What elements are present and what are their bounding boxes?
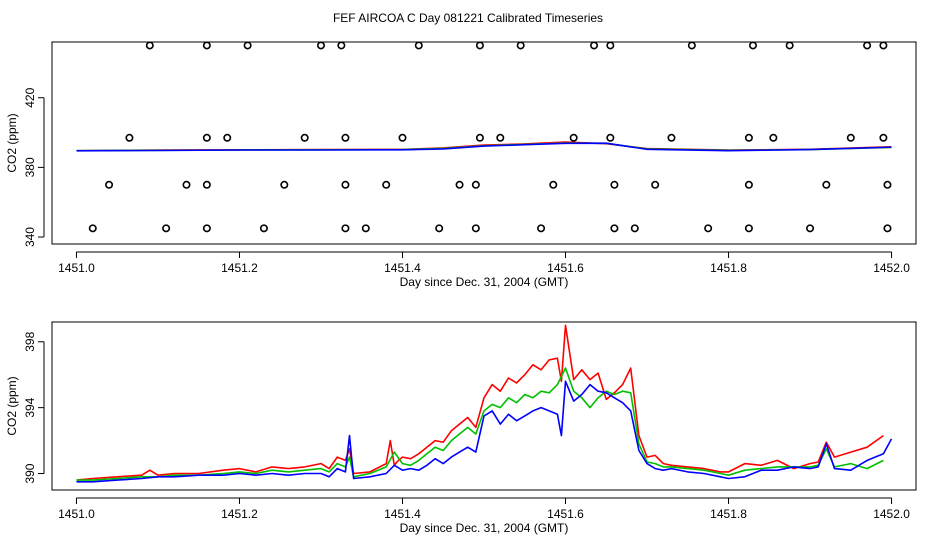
chart-title: FEF AIRCOA C Day 081221 Calibrated Times… <box>333 11 603 25</box>
series-line-blue <box>76 380 893 483</box>
plot-frame <box>51 41 917 245</box>
scatter-point <box>667 133 676 142</box>
scatter-point <box>496 133 505 142</box>
y-tick-label: 394 <box>23 397 37 417</box>
scatter-point <box>202 224 211 233</box>
chart-panel-1: 1451.0 1451.2 1451.4 1451.6 1451.8 1452.0 Day … <box>5 41 917 289</box>
x-tick-label: 1451.2 <box>221 261 258 275</box>
x-tick-label: 1451.8 <box>710 261 747 275</box>
scatter-point <box>744 224 753 233</box>
scatter-point <box>341 180 350 189</box>
scatter-point <box>337 41 346 50</box>
scatter-point <box>455 180 464 189</box>
scatter-point <box>769 133 778 142</box>
scatter-point <box>202 41 211 50</box>
scatter-point <box>361 224 370 233</box>
series-line-red <box>76 324 884 481</box>
scatter-point <box>475 133 484 142</box>
scatter-point <box>785 41 794 50</box>
scatter-point <box>145 41 154 50</box>
scatter-point <box>863 41 872 50</box>
scatter-point <box>610 224 619 233</box>
x-tick-label: 1451.2 <box>221 507 258 521</box>
y-tick-label: 390 <box>23 463 37 483</box>
scatter-point <box>280 180 289 189</box>
scatter-point <box>606 133 615 142</box>
scatter-point <box>537 224 546 233</box>
series-line-green <box>76 367 884 481</box>
scatter-point <box>125 133 134 142</box>
scatter-point <box>382 180 391 189</box>
scatter-point <box>704 224 713 233</box>
scatter-point <box>744 133 753 142</box>
x-tick-label: 1451.0 <box>58 261 95 275</box>
scatter-point <box>435 224 444 233</box>
scatter-point <box>471 180 480 189</box>
plot-frame <box>51 321 917 491</box>
scatter-point <box>569 133 578 142</box>
scatter-point <box>744 180 753 189</box>
x-tick-label: 1451.4 <box>384 261 421 275</box>
scatter-point <box>223 133 232 142</box>
scatter-point <box>398 133 407 142</box>
scatter-point <box>687 41 696 50</box>
scatter-point <box>475 41 484 50</box>
scatter-point <box>259 224 268 233</box>
scatter-point <box>162 224 171 233</box>
scatter-point <box>471 224 480 233</box>
scatter-point <box>414 41 423 50</box>
scatter-point <box>883 180 892 189</box>
scatter-point <box>341 133 350 142</box>
y-tick-label: 420 <box>23 87 37 107</box>
scatter-point <box>822 180 831 189</box>
x-axis-label: Day since Dec. 31, 2004 (GMT) <box>400 521 569 535</box>
scatter-point <box>300 133 309 142</box>
scatter-point <box>610 180 619 189</box>
scatter-point <box>879 133 888 142</box>
chart-panel-2: 1451.0 1451.2 1451.4 1451.6 1451.8 1452.0 Day … <box>5 321 917 535</box>
scatter-point <box>341 224 350 233</box>
x-tick-label: 1451.0 <box>58 507 95 521</box>
scatter-point <box>549 180 558 189</box>
scatter-point <box>105 180 114 189</box>
x-tick-label: 1451.4 <box>384 507 421 521</box>
y-tick-label: 380 <box>23 157 37 177</box>
scatter-point <box>182 180 191 189</box>
scatter-point <box>846 133 855 142</box>
scatter-point <box>202 133 211 142</box>
scatter-point <box>651 180 660 189</box>
x-tick-label: 1451.6 <box>547 507 584 521</box>
y-axis-label: CO2 (ppm) <box>5 376 19 435</box>
scatter-point <box>606 41 615 50</box>
x-tick-label: 1452.0 <box>873 507 910 521</box>
scatter-point <box>202 180 211 189</box>
x-tick-label: 1452.0 <box>873 261 910 275</box>
scatter-point <box>879 41 888 50</box>
y-tick-label: 340 <box>23 227 37 247</box>
scatter-point <box>88 224 97 233</box>
x-tick-label: 1451.6 <box>547 261 584 275</box>
x-tick-label: 1451.8 <box>710 507 747 521</box>
scatter-point <box>883 224 892 233</box>
series-line-blue <box>76 142 892 152</box>
scatter-point <box>316 41 325 50</box>
scatter-point <box>806 224 815 233</box>
scatter-point <box>516 41 525 50</box>
scatter-point <box>748 41 757 50</box>
scatter-point <box>590 41 599 50</box>
scatter-point <box>630 224 639 233</box>
y-tick-label: 398 <box>23 331 37 351</box>
scatter-point <box>243 41 252 50</box>
x-axis-label: Day since Dec. 31, 2004 (GMT) <box>400 275 569 289</box>
y-axis-label: CO2 (ppm) <box>5 113 19 172</box>
